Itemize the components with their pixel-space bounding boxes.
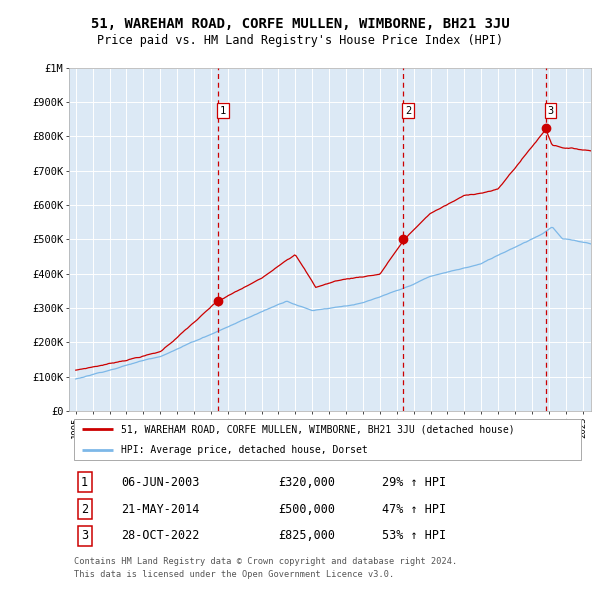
Text: 2: 2 <box>405 106 411 116</box>
Text: Contains HM Land Registry data © Crown copyright and database right 2024.: Contains HM Land Registry data © Crown c… <box>74 557 457 566</box>
Text: 21-MAY-2014: 21-MAY-2014 <box>121 503 200 516</box>
Text: 29% ↑ HPI: 29% ↑ HPI <box>382 476 446 489</box>
Text: 28-OCT-2022: 28-OCT-2022 <box>121 529 200 542</box>
Text: This data is licensed under the Open Government Licence v3.0.: This data is licensed under the Open Gov… <box>74 570 394 579</box>
Text: 47% ↑ HPI: 47% ↑ HPI <box>382 503 446 516</box>
Text: £320,000: £320,000 <box>278 476 335 489</box>
Text: £825,000: £825,000 <box>278 529 335 542</box>
FancyBboxPatch shape <box>74 419 581 460</box>
Text: 1: 1 <box>81 476 88 489</box>
Text: £500,000: £500,000 <box>278 503 335 516</box>
Text: Price paid vs. HM Land Registry's House Price Index (HPI): Price paid vs. HM Land Registry's House … <box>97 34 503 47</box>
Text: 51, WAREHAM ROAD, CORFE MULLEN, WIMBORNE, BH21 3JU (detached house): 51, WAREHAM ROAD, CORFE MULLEN, WIMBORNE… <box>121 424 515 434</box>
Text: 51, WAREHAM ROAD, CORFE MULLEN, WIMBORNE, BH21 3JU: 51, WAREHAM ROAD, CORFE MULLEN, WIMBORNE… <box>91 17 509 31</box>
Text: HPI: Average price, detached house, Dorset: HPI: Average price, detached house, Dors… <box>121 445 368 455</box>
Text: 53% ↑ HPI: 53% ↑ HPI <box>382 529 446 542</box>
Text: 3: 3 <box>548 106 554 116</box>
Text: 3: 3 <box>81 529 88 542</box>
Text: 1: 1 <box>220 106 226 116</box>
Text: 2: 2 <box>81 503 88 516</box>
Text: 06-JUN-2003: 06-JUN-2003 <box>121 476 200 489</box>
